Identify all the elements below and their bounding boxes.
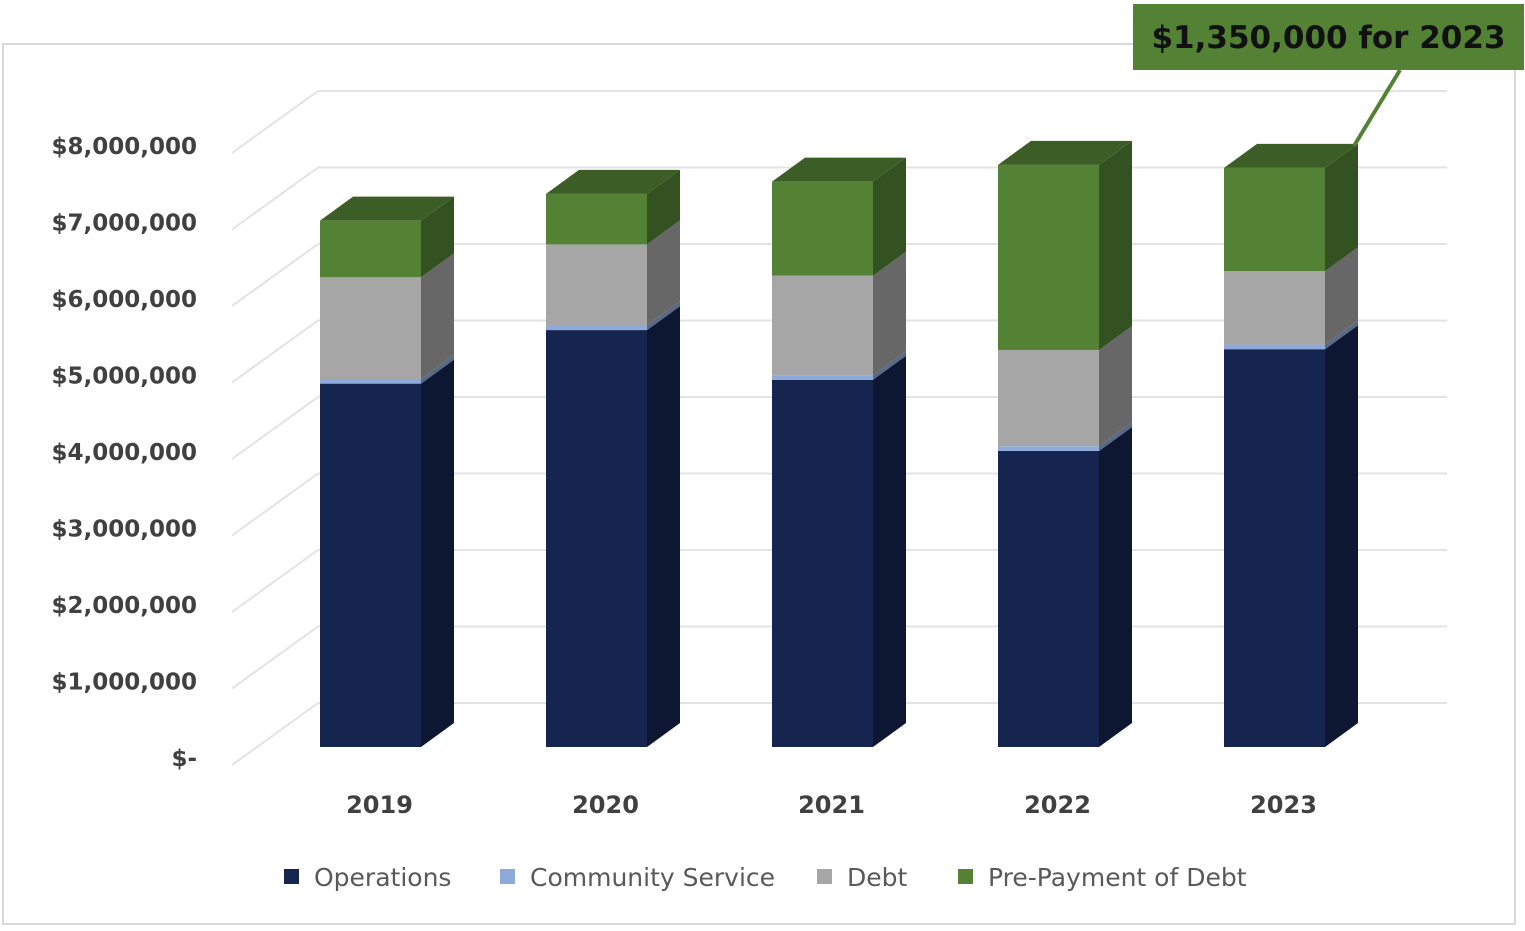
x-category-label: 2021 (798, 791, 865, 819)
bar-pre-payment-of-debt-2020 (546, 193, 647, 245)
bar-debt-2020 (546, 244, 647, 326)
bar-debt-2021 (772, 275, 873, 376)
legend-label: Community Service (530, 863, 775, 892)
bar-pre-payment-of-debt-2021 (772, 181, 873, 276)
bar-side-pre-payment-of-debt-2019 (421, 196, 454, 278)
bar-side-operations-2019 (421, 359, 454, 747)
bar-top-2020 (546, 169, 680, 194)
callout-box (1133, 4, 1524, 70)
gridline-diagonal (231, 396, 319, 460)
bar-community-service-2020 (546, 325, 647, 331)
legend-swatch (817, 869, 832, 884)
bar-stack-2019 (320, 196, 454, 747)
bar-side-debt-2022 (1099, 325, 1132, 447)
callout-leader-line (1352, 68, 1402, 147)
bar-side-community-service-2020 (647, 301, 680, 331)
y-tick-label: $5,000,000 (51, 364, 197, 390)
bar-community-service-2019 (320, 379, 421, 384)
bar-top-2021 (772, 157, 906, 182)
bar-side-community-service-2022 (1099, 422, 1132, 451)
legend-label: Debt (847, 863, 908, 892)
y-tick-label: $7,000,000 (51, 211, 197, 237)
bar-side-pre-payment-of-debt-2021 (873, 157, 906, 276)
bar-side-operations-2023 (1325, 325, 1358, 747)
bar-side-operations-2020 (647, 306, 680, 747)
gridline-diagonal (231, 319, 319, 384)
y-tick-label: $8,000,000 (51, 134, 197, 160)
gridline-diagonal (231, 549, 319, 613)
gridline-diagonal (231, 472, 319, 537)
bar-community-service-2022 (998, 446, 1099, 451)
y-tick-label: $3,000,000 (51, 517, 197, 543)
bars (320, 140, 1358, 747)
bar-operations-2019 (320, 383, 421, 747)
bar-side-pre-payment-of-debt-2020 (647, 169, 680, 245)
bar-operations-2022 (998, 450, 1099, 747)
gridline-diagonal (231, 702, 319, 766)
bar-side-debt-2020 (647, 220, 680, 326)
legend-swatch (500, 869, 515, 884)
bar-debt-2023 (1224, 271, 1325, 345)
bar-community-service-2021 (772, 375, 873, 380)
y-tick-label: $4,000,000 (51, 440, 197, 466)
bar-pre-payment-of-debt-2019 (320, 220, 421, 278)
bar-side-debt-2021 (873, 251, 906, 376)
bar-stack-2022 (998, 140, 1132, 747)
bar-side-community-service-2023 (1325, 320, 1358, 350)
bar-stack-2023 (1224, 143, 1358, 747)
bar-operations-2020 (546, 330, 647, 747)
legend: Operations Community Service Debt Pre-Payme… (284, 863, 1247, 892)
bar-debt-2022 (998, 349, 1099, 447)
gridline-diagonal (231, 166, 319, 231)
legend-swatch (284, 869, 299, 884)
bar-operations-2023 (1224, 349, 1325, 747)
bar-top-2022 (998, 140, 1132, 165)
bar-side-community-service-2021 (873, 351, 906, 380)
bar-operations-2021 (772, 379, 873, 747)
bar-side-debt-2019 (421, 253, 454, 380)
bar-side-community-service-2019 (421, 355, 454, 384)
bar-top-2023 (1224, 143, 1358, 168)
y-tick-label: $1,000,000 (51, 670, 197, 696)
bar-top-2019 (320, 196, 454, 221)
bar-side-operations-2021 (873, 355, 906, 747)
bar-side-operations-2022 (1099, 426, 1132, 747)
bar-stack-2020 (546, 169, 680, 747)
x-category-label: 2019 (346, 791, 413, 819)
bar-stack-2021 (772, 157, 906, 747)
legend-label: Operations (314, 863, 451, 892)
bar-pre-payment-of-debt-2022 (998, 164, 1099, 350)
y-tick-label: $2,000,000 (51, 593, 197, 619)
gridline-diagonal (231, 243, 319, 307)
gridline-diagonal (231, 90, 319, 154)
x-category-label: 2023 (1250, 791, 1317, 819)
x-category-label: 2022 (1024, 791, 1091, 819)
legend-swatch (958, 869, 973, 884)
bar-side-pre-payment-of-debt-2022 (1099, 140, 1132, 350)
bar-pre-payment-of-debt-2023 (1224, 167, 1325, 272)
gridline-diagonal (231, 625, 319, 690)
annotation-callout: $1,350,000 for 2023 (1133, 4, 1524, 147)
bar-community-service-2023 (1224, 344, 1325, 350)
bar-side-pre-payment-of-debt-2023 (1325, 143, 1358, 272)
y-tick-label: $6,000,000 (51, 287, 197, 313)
x-axis-categories: 2019 2020 2021 2022 2023 (346, 791, 1317, 819)
x-category-label: 2020 (572, 791, 639, 819)
callout-text: $1,350,000 for 2023 (1151, 20, 1505, 56)
bar-debt-2019 (320, 277, 421, 380)
y-axis-ticks: $- $1,000,000 $2,000,000 $3,000,000 $4,000,0… (51, 134, 197, 772)
legend-label: Pre-Payment of Debt (988, 863, 1247, 892)
y-tick-label: $- (171, 746, 197, 772)
bar-side-debt-2023 (1325, 247, 1358, 345)
